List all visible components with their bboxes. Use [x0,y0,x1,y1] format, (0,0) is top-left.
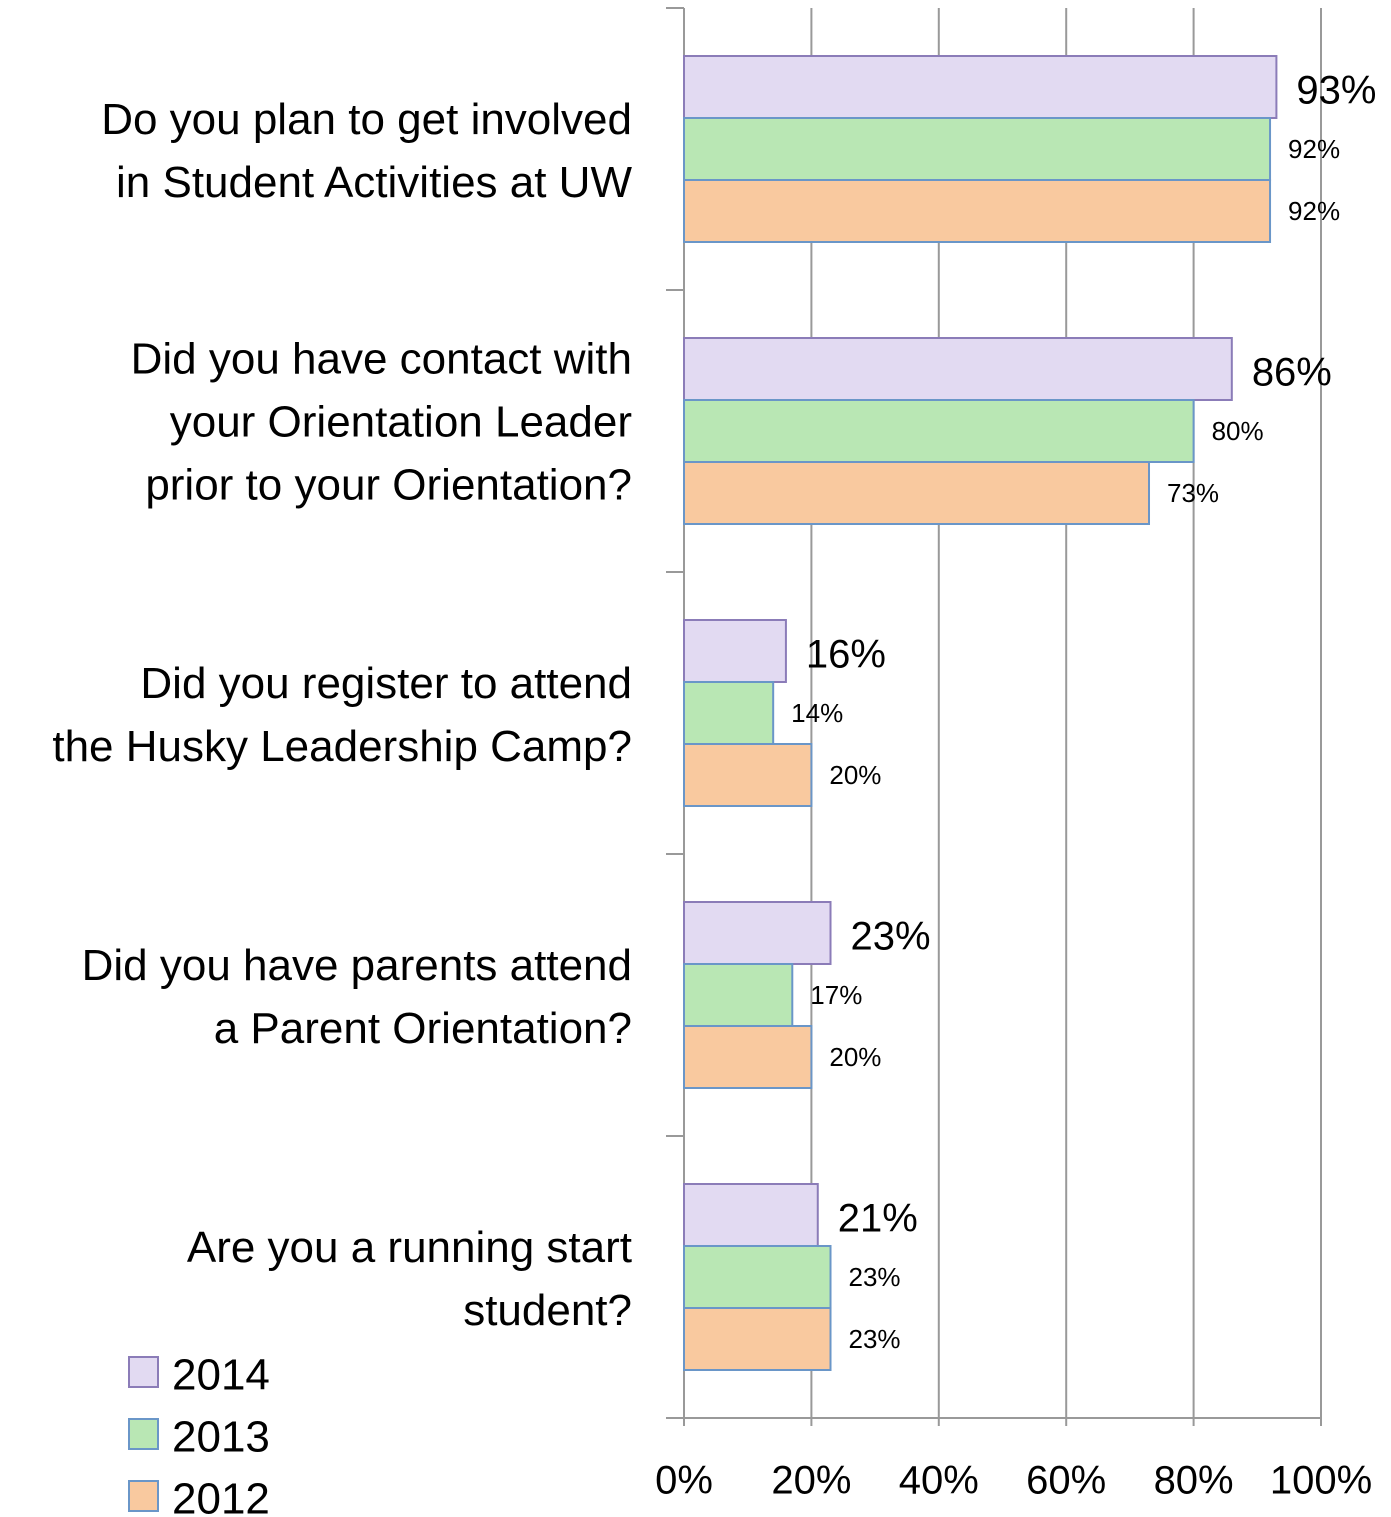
x-tick-label: 20% [771,1459,851,1503]
category-label: Did you have contact with [131,335,632,384]
data-label: 14% [791,698,843,728]
data-label: 23% [851,915,931,959]
legend-swatch [128,1418,159,1450]
category-label: Did you have parents attend [82,941,632,990]
data-label: 73% [1167,478,1219,508]
data-label: 20% [829,760,881,790]
data-label: 93% [1296,69,1376,113]
data-label: 21% [838,1197,918,1241]
data-label: 23% [849,1324,901,1354]
bar [683,963,794,1027]
bar [683,681,775,745]
data-label: 16% [806,633,886,677]
category-label: prior to your Orientation? [145,461,632,510]
bar [683,1183,819,1247]
x-tick-label: 0% [655,1459,713,1503]
legend-label: 2014 [172,1351,270,1400]
data-label: 23% [849,1262,901,1292]
bar [683,901,832,965]
data-label: 20% [829,1042,881,1072]
bar [683,55,1278,119]
bar [683,619,787,683]
bar [683,743,813,807]
data-label: 86% [1252,351,1332,395]
x-tick-label: 80% [1154,1459,1234,1503]
x-tick-label: 60% [1026,1459,1106,1503]
bar [683,1245,832,1309]
category-label: Did you register to attend [140,659,632,708]
legend-swatch [128,1480,159,1512]
category-label: a Parent Orientation? [214,1004,632,1053]
category-label: in Student Activities at UW [116,158,632,207]
data-label: 92% [1288,196,1340,226]
bar [683,399,1195,463]
data-label: 92% [1288,134,1340,164]
x-tick-label: 100% [1270,1459,1372,1503]
bar [683,117,1272,181]
bar [683,1025,813,1089]
legend-swatch [128,1356,159,1388]
category-label: student? [463,1286,632,1335]
bar [683,1307,832,1371]
legend-label: 2012 [172,1475,270,1517]
data-label: 80% [1212,416,1264,446]
category-label: your Orientation Leader [170,398,632,447]
data-label: 17% [810,980,862,1010]
bar [683,179,1272,243]
x-tick-label: 40% [899,1459,979,1503]
category-label: Do you plan to get involved [101,95,632,144]
bar [683,461,1151,525]
bar [683,337,1233,401]
category-label: the Husky Leadership Camp? [52,722,632,771]
category-label: Are you a running start [187,1223,632,1272]
legend-label: 2013 [172,1413,270,1462]
